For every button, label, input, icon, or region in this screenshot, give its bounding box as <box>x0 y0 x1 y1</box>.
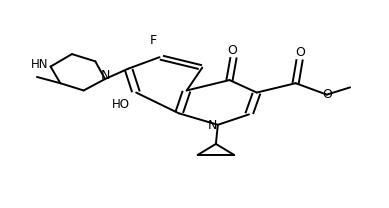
Text: O: O <box>228 44 238 57</box>
Text: F: F <box>150 35 157 47</box>
Text: O: O <box>322 88 333 101</box>
Text: HO: HO <box>112 98 130 110</box>
Text: HN: HN <box>31 58 48 71</box>
Text: N: N <box>208 119 217 132</box>
Text: N: N <box>101 69 110 82</box>
Text: O: O <box>295 46 305 59</box>
